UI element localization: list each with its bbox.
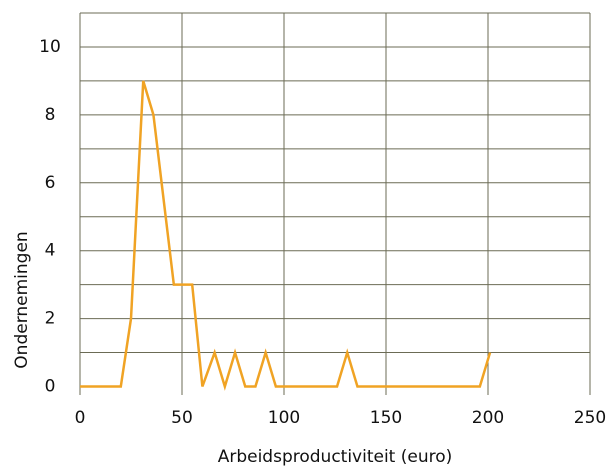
x-tick-label: 0 (75, 408, 86, 428)
x-tick-label: 200 (472, 408, 504, 428)
data-line (80, 80, 492, 391)
x-axis-label: Arbeidsproductiviteit (euro) (218, 447, 453, 467)
x-tick-label: 100 (268, 408, 300, 428)
y-axis-label: Ondernemingen (12, 231, 32, 368)
y-tick-label: 2 (45, 309, 56, 329)
y-tick-label: 6 (45, 173, 56, 193)
y-tick-label: 10 (39, 37, 61, 57)
x-tick-label: 250 (574, 408, 606, 428)
x-tick-label: 50 (171, 408, 193, 428)
y-tick-label: 0 (45, 377, 56, 397)
y-tick-label: 4 (45, 241, 56, 261)
y-tick-label: 8 (45, 105, 56, 125)
x-tick-label: 150 (370, 408, 402, 428)
